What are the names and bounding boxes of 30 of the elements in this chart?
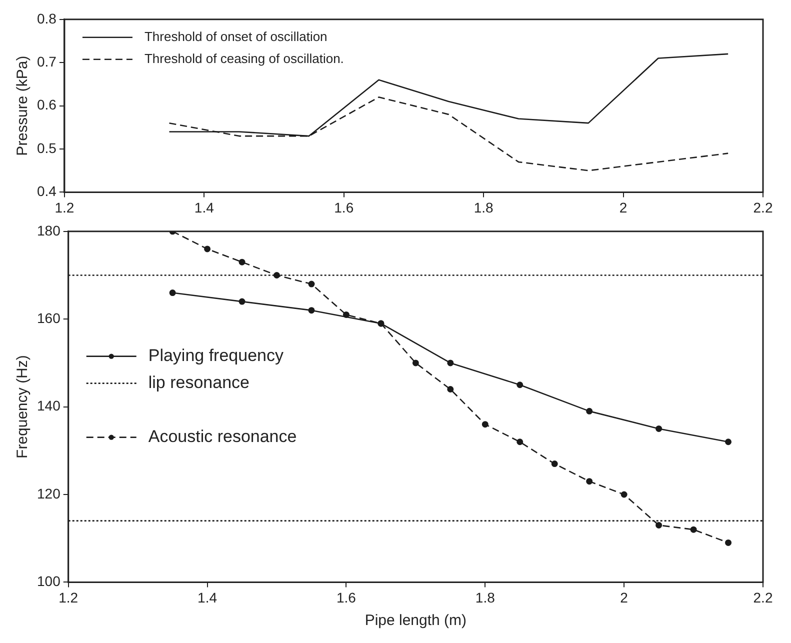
y-tick-label: 0.7 xyxy=(36,53,57,70)
y-tick-label: 0.4 xyxy=(36,183,57,200)
x-tick-label: 2.2 xyxy=(753,199,773,216)
x-axis-title: Pipe length (m) xyxy=(364,612,467,630)
y-tick-label: 140 xyxy=(37,398,61,414)
y-tick-label: 0.5 xyxy=(36,140,57,156)
x-tick-label: 1.8 xyxy=(475,589,496,606)
x-tick-label: 1.2 xyxy=(58,589,78,606)
x-tick-label: 1.6 xyxy=(334,199,354,216)
y-tick-label: 180 xyxy=(37,222,61,238)
x-tick-label: 2 xyxy=(619,199,628,216)
y-tick-label: 100 xyxy=(37,573,61,590)
y-tick-label: 160 xyxy=(37,310,61,326)
x-tick-label: 2 xyxy=(620,589,628,606)
x-tick-label: 1.4 xyxy=(194,199,214,216)
x-tick-label: 1.6 xyxy=(336,589,356,606)
y-axis-title: Pressure (kPa) xyxy=(14,56,32,156)
legend-label: lip resonance xyxy=(148,372,250,392)
legend-label: Playing frequency xyxy=(148,346,284,365)
y-tick-label: 120 xyxy=(37,485,61,502)
legend-label: Threshold of ceasing of oscillation. xyxy=(144,50,344,66)
x-tick-label: 2.2 xyxy=(753,589,773,606)
y-axis-title: Frequency (Hz) xyxy=(14,355,32,458)
x-tick-label: 1.8 xyxy=(474,199,494,216)
legend-label: Threshold of onset of oscillation xyxy=(144,28,328,44)
legend-label: Acoustic resonance xyxy=(148,426,297,446)
y-tick-label: 0.8 xyxy=(36,10,57,26)
x-tick-label: 1.2 xyxy=(54,199,74,216)
x-tick-label: 1.4 xyxy=(198,589,218,606)
y-tick-label: 0.6 xyxy=(36,96,57,113)
